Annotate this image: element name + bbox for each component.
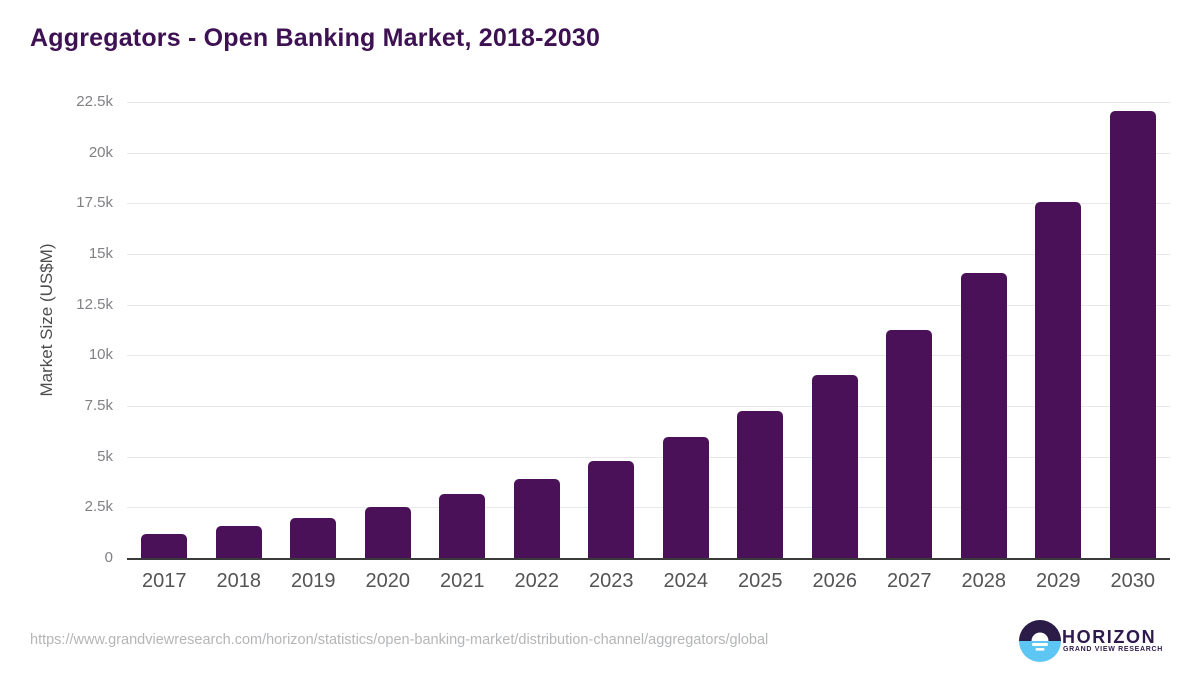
bar-2017 (141, 534, 188, 558)
gridline-22500 (127, 102, 1170, 103)
x-tick-label-2030: 2030 (1110, 570, 1156, 592)
y-tick-label-5k: 5k (97, 447, 113, 465)
y-tick-label-12.5k: 12.5k (76, 295, 113, 313)
x-tick-label-2025: 2025 (738, 570, 783, 592)
x-tick-label-2029: 2029 (1036, 570, 1081, 592)
logo-subtitle: GRAND VIEW RESEARCH (1063, 646, 1164, 653)
gridline-20000 (127, 152, 1170, 154)
x-tick-label-2020: 2020 (365, 570, 411, 592)
gridline-12500 (127, 304, 1170, 306)
y-tick-label-0: 0 (104, 549, 113, 566)
bar-2026 (811, 375, 858, 558)
bar-2025 (737, 411, 784, 558)
x-tick-label-2019: 2019 (291, 570, 336, 592)
logo-wordmark: HORIZON (1062, 627, 1157, 647)
y-tick-label-15k: 15k (88, 245, 113, 262)
bar-2024 (662, 437, 709, 558)
bar-2023 (588, 461, 635, 558)
x-tick-label-2021: 2021 (440, 570, 485, 592)
chart-title: Aggregators - Open Banking Market, 2018-… (30, 24, 601, 52)
x-tick-label-2027: 2027 (887, 570, 932, 592)
y-tick-label-10k: 10k (88, 346, 113, 364)
y-tick-label-20k: 20k (88, 143, 113, 161)
x-tick-label-2023: 2023 (589, 570, 634, 592)
y-tick-label-2.5k: 2.5k (84, 498, 113, 516)
bar-2022 (513, 479, 560, 558)
x-tick-label-2024: 2024 (663, 570, 709, 592)
bar-2021 (439, 494, 486, 558)
bar-chart-plot-area (127, 102, 1170, 560)
gridline-17500 (127, 203, 1170, 205)
y-tick-label-7.5k: 7.5k (84, 397, 113, 414)
x-tick-label-2028: 2028 (961, 570, 1007, 592)
x-axis-tick-labels: 2017 2018 2019 2020 2021 2022 2023 2024 2025 2026… (127, 570, 1170, 594)
bar-2019 (290, 518, 337, 558)
bar-2018 (215, 526, 262, 558)
bar-2030 (1109, 111, 1156, 558)
y-tick-label-22.5k: 22.5k (76, 93, 113, 110)
gridline-2500 (127, 507, 1170, 509)
bar-2027 (886, 330, 933, 558)
gridline-15000 (127, 254, 1170, 255)
gridline-5000 (127, 456, 1170, 458)
horizon-logo[interactable]: HORIZON GRAND VIEW RESEARCH (1019, 620, 1162, 664)
y-tick-label-17.5k: 17.5k (76, 194, 113, 212)
x-tick-label-2022: 2022 (514, 570, 560, 592)
bar-2029 (1035, 202, 1082, 558)
x-tick-label-2018: 2018 (216, 570, 262, 592)
x-tick-label-2017: 2017 (142, 570, 187, 592)
gridline-10000 (127, 355, 1170, 357)
bar-2028 (960, 273, 1007, 558)
gridline-7500 (127, 406, 1170, 407)
horizon-sun-icon (1019, 620, 1061, 662)
bar-2020 (364, 507, 411, 558)
source-url-text: https://www.grandviewresearch.com/horizo… (30, 632, 769, 648)
y-axis-tick-labels: 0 2.5k 5k 7.5k 10k 12.5k 15k 17.5k 20k 22.5k (0, 93, 113, 566)
x-tick-label-2026: 2026 (812, 570, 858, 592)
